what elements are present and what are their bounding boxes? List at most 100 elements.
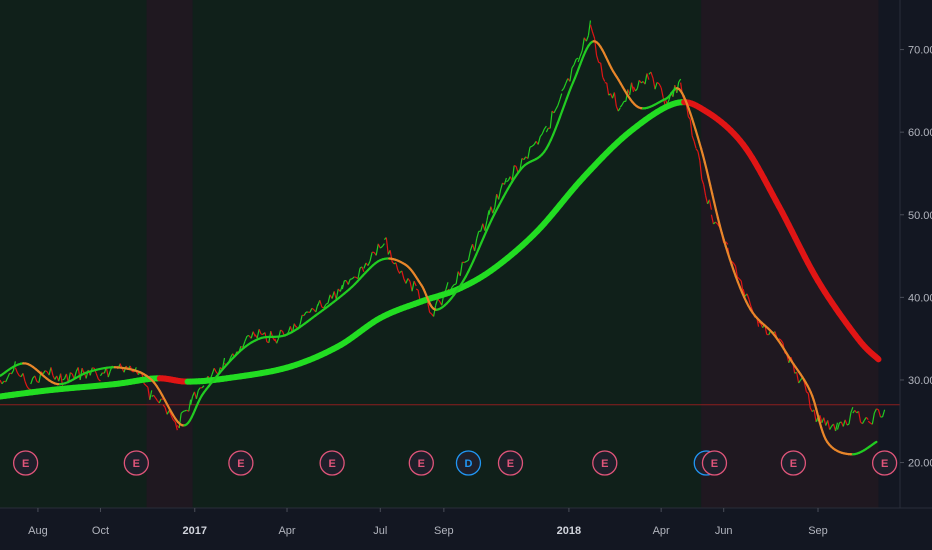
price-segment-325 [644, 73, 648, 85]
price-segment-442 [873, 408, 877, 414]
price-segment-356 [705, 195, 709, 205]
price-segment-293 [581, 37, 585, 51]
price-segment-96 [188, 399, 192, 412]
price-segment-91 [178, 413, 182, 429]
background-region-2 [192, 0, 702, 508]
price-segment-165 [325, 302, 329, 305]
price-segment-272 [539, 133, 543, 137]
price-segment-184 [363, 262, 367, 269]
price-segment-245 [486, 210, 490, 221]
price-segment-295 [585, 35, 589, 42]
price-segment-157 [309, 307, 313, 313]
price-segment-140 [276, 337, 280, 344]
price-segment-176 [347, 279, 351, 285]
price-segment-280 [555, 105, 559, 110]
price-segment-423 [836, 422, 840, 430]
price-segment-258 [511, 165, 515, 181]
event-markers: EEEEEDEEDEEE [12, 450, 898, 476]
price-segment-172 [339, 284, 343, 292]
price-segment-237 [469, 243, 474, 251]
price-segment-277 [549, 111, 553, 129]
price-segment-263 [521, 157, 525, 161]
background-region-0 [0, 0, 147, 508]
y-tick-label: 50.00 [908, 210, 932, 222]
fast_ma-segment-332 [714, 208, 719, 219]
price-segment-251 [498, 189, 502, 200]
price-segment-273 [541, 128, 545, 135]
price-segment-89 [174, 421, 178, 431]
price-segment-234 [464, 260, 467, 264]
price-segment-373 [738, 278, 742, 282]
price-segment-427 [844, 419, 848, 426]
price-segment-142 [280, 329, 283, 332]
slow_ma-segment-251 [874, 355, 882, 363]
price-segment-204 [403, 278, 407, 284]
price-segment-160 [315, 304, 319, 313]
price-segment-403 [798, 379, 802, 384]
price-segment-163 [321, 306, 325, 309]
price-segment-200 [395, 262, 399, 271]
price-segment-359 [710, 214, 715, 225]
y-tick-label: 40.00 [908, 292, 932, 304]
y-tick-label: 60.00 [908, 127, 932, 139]
price-segment-342 [678, 78, 682, 83]
price-segment-284 [563, 83, 567, 89]
price-segment-419 [829, 425, 833, 430]
price-segment-190 [375, 243, 379, 256]
price-segment-361 [715, 221, 718, 225]
price-segment-36 [70, 372, 73, 375]
price-segment-18 [34, 375, 38, 382]
price-segment-312 [619, 104, 623, 108]
price-segment-22 [42, 370, 46, 375]
price-segment-164 [323, 303, 327, 309]
event-marker-earnings-9: E [701, 450, 728, 476]
price-segment-332 [658, 83, 662, 89]
price-segment-32 [62, 378, 65, 381]
price-segment-5 [9, 372, 12, 375]
dividend-marker-circle [455, 450, 482, 476]
earnings-marker-label: E [237, 458, 244, 470]
price-segment-394 [780, 339, 784, 344]
price-segment-285 [565, 78, 569, 84]
event-marker-earnings-7: E [592, 450, 618, 476]
price-segment-282 [559, 93, 563, 100]
dividend-marker-label: D [464, 458, 472, 470]
price-segment-152 [299, 315, 303, 325]
event-marker-dividend-5: D [455, 450, 482, 476]
price-segment-301 [598, 61, 601, 64]
earnings-marker-circle [780, 450, 807, 476]
price-segment-418 [827, 420, 831, 430]
earnings-marker-circle [319, 450, 345, 476]
x-tick-label: 2018 [557, 525, 581, 537]
price-segment-414 [819, 415, 823, 423]
price-segment-322 [638, 79, 642, 84]
fast_ma-segment-334 [718, 224, 723, 234]
earnings-marker-circle [497, 450, 524, 476]
price-segment-219 [433, 305, 437, 317]
price-segment-438 [865, 416, 869, 421]
price-segment-309 [613, 92, 617, 107]
event-marker-earnings-4: E [408, 450, 434, 476]
earnings-marker-circle [408, 450, 434, 476]
price-segment-422 [834, 422, 839, 432]
price-segment-217 [429, 311, 432, 315]
price-segment-229 [453, 283, 457, 286]
price-segment-239 [474, 238, 478, 252]
x-tick-label: Sep [434, 525, 454, 537]
price-segment-319 [632, 86, 636, 92]
x-tick-label: Apr [653, 525, 670, 537]
price-segment-352 [697, 151, 701, 162]
price-segment-207 [409, 281, 413, 292]
fast_ma-segment-210 [477, 241, 483, 250]
price-segment-377 [746, 293, 750, 300]
price-segment-54 [105, 367, 109, 378]
earnings-marker-label: E [22, 458, 29, 470]
price-segment-26 [50, 367, 54, 376]
price-segment-55 [107, 371, 111, 378]
fast_ma-segment-211 [480, 235, 486, 244]
fast_ma-segment-324 [700, 147, 705, 157]
price-segment-78 [153, 394, 156, 399]
price-segment-279 [553, 108, 557, 114]
price-segment-266 [527, 147, 531, 159]
